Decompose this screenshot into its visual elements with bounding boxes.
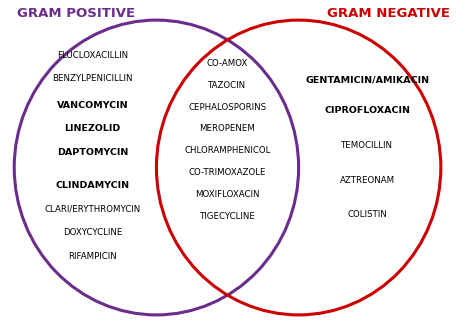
Text: BENZYLPENICILLIN: BENZYLPENICILLIN <box>52 74 133 83</box>
Text: GENTAMICIN/AMIKACIN: GENTAMICIN/AMIKACIN <box>305 76 429 85</box>
Text: GRAM POSITIVE: GRAM POSITIVE <box>17 7 135 20</box>
Text: AZTREONAM: AZTREONAM <box>340 177 395 185</box>
Text: TIGECYCLINE: TIGECYCLINE <box>200 212 255 220</box>
Text: MEROPENEM: MEROPENEM <box>200 125 255 133</box>
Text: CEPHALOSPORINS: CEPHALOSPORINS <box>189 103 266 112</box>
Text: COLISTIN: COLISTIN <box>347 210 387 219</box>
Text: CHLORAMPHENICOL: CHLORAMPHENICOL <box>184 146 271 155</box>
Text: FLUCLOXACILLIN: FLUCLOXACILLIN <box>57 51 128 60</box>
Text: CO-TRIMOXAZOLE: CO-TRIMOXAZOLE <box>189 168 266 177</box>
Text: CLARI/ERYTHROMYCIN: CLARI/ERYTHROMYCIN <box>44 205 141 214</box>
Text: DOXYCYCLINE: DOXYCYCLINE <box>63 228 122 237</box>
Text: DAPTOMYCIN: DAPTOMYCIN <box>57 148 128 157</box>
Text: RIFAMPICIN: RIFAMPICIN <box>68 252 117 261</box>
Text: LINEZOLID: LINEZOLID <box>64 125 120 133</box>
Text: TEMOCILLIN: TEMOCILLIN <box>341 141 393 150</box>
Text: VANCOMYCIN: VANCOMYCIN <box>56 101 128 110</box>
Text: CLINDAMYCIN: CLINDAMYCIN <box>55 182 129 190</box>
Text: MOXIFLOXACIN: MOXIFLOXACIN <box>195 190 260 199</box>
Text: CIPROFLOXACIN: CIPROFLOXACIN <box>324 106 410 115</box>
Text: CO-AMOX: CO-AMOX <box>207 59 248 68</box>
Text: GRAM NEGATIVE: GRAM NEGATIVE <box>327 7 450 20</box>
Text: TAZOCIN: TAZOCIN <box>209 81 246 90</box>
